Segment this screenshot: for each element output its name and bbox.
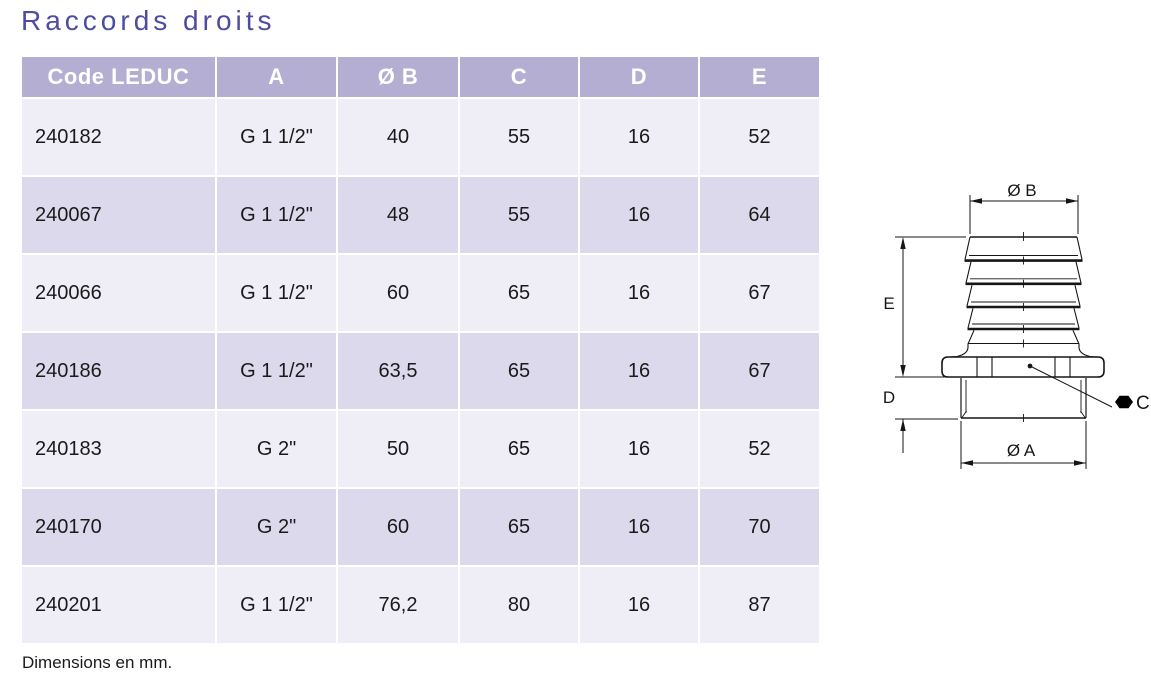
dim-b-annotation: Ø B <box>969 181 1079 234</box>
cell-b: 40 <box>338 99 458 175</box>
cell-a: G 2" <box>217 411 336 487</box>
column-header-b: Ø B <box>338 57 458 97</box>
barb-section <box>948 236 1099 358</box>
column-header-code: Code LEDUC <box>22 57 215 97</box>
cell-b: 48 <box>338 177 458 253</box>
hex-nut <box>941 356 1105 378</box>
cell-e: 64 <box>700 177 819 253</box>
cell-d: 16 <box>580 177 698 253</box>
table-row: 240182 G 1 1/2" 40 55 16 52 <box>22 99 819 175</box>
cell-d: 16 <box>580 99 698 175</box>
dim-a-annotation: Ø A <box>960 421 1087 469</box>
fitting-technical-drawing: Ø B E D <box>883 181 1150 469</box>
cell-code: 240170 <box>22 489 215 565</box>
cell-c: 80 <box>460 567 578 643</box>
cell-b: 76,2 <box>338 567 458 643</box>
cell-a: G 2" <box>217 489 336 565</box>
cell-code: 240182 <box>22 99 215 175</box>
dimensions-table: Code LEDUC A Ø B C D E 240182 G 1 1/2" 4… <box>20 55 821 645</box>
cell-b: 60 <box>338 255 458 331</box>
cell-d: 16 <box>580 411 698 487</box>
cell-a: G 1 1/2" <box>217 177 336 253</box>
cell-d: 16 <box>580 255 698 331</box>
cell-c: 55 <box>460 177 578 253</box>
cell-b: 50 <box>338 411 458 487</box>
dim-e-annotation: E <box>883 236 966 378</box>
cell-e: 70 <box>700 489 819 565</box>
cell-e: 67 <box>700 333 819 409</box>
dim-e-label: E <box>883 294 894 313</box>
cell-e: 52 <box>700 99 819 175</box>
column-header-d: D <box>580 57 698 97</box>
table-row: 240066 G 1 1/2" 60 65 16 67 <box>22 255 819 331</box>
cell-c: 65 <box>460 489 578 565</box>
cell-e: 52 <box>700 411 819 487</box>
dim-d-label: D <box>883 388 895 407</box>
cell-d: 16 <box>580 489 698 565</box>
table-header-row: Code LEDUC A Ø B C D E <box>22 57 819 97</box>
dimensions-note: Dimensions en mm. <box>22 653 173 672</box>
column-header-c: C <box>460 57 578 97</box>
cell-d: 16 <box>580 333 698 409</box>
column-header-a: A <box>217 57 336 97</box>
dim-d-annotation: D <box>883 388 958 453</box>
cell-code: 240066 <box>22 255 215 331</box>
cell-c: 65 <box>460 333 578 409</box>
cell-b: 63,5 <box>338 333 458 409</box>
cell-a: G 1 1/2" <box>217 567 336 643</box>
cell-c: 65 <box>460 411 578 487</box>
hexagon-symbol-icon <box>1115 395 1133 409</box>
cell-code: 240067 <box>22 177 215 253</box>
cell-code: 240186 <box>22 333 215 409</box>
column-header-e: E <box>700 57 819 97</box>
table-row: 240186 G 1 1/2" 63,5 65 16 67 <box>22 333 819 409</box>
cell-c: 65 <box>460 255 578 331</box>
cell-d: 16 <box>580 567 698 643</box>
dim-c-label: C <box>1136 393 1150 414</box>
dim-a-label: Ø A <box>1007 441 1036 460</box>
cell-a: G 1 1/2" <box>217 99 336 175</box>
table-row: 240201 G 1 1/2" 76,2 80 16 87 <box>22 567 819 643</box>
table-row: 240067 G 1 1/2" 48 55 16 64 <box>22 177 819 253</box>
cell-e: 67 <box>700 255 819 331</box>
cell-b: 60 <box>338 489 458 565</box>
dim-b-label: Ø B <box>1007 181 1036 200</box>
cell-code: 240201 <box>22 567 215 643</box>
thread-section <box>960 378 1087 419</box>
cell-code: 240183 <box>22 411 215 487</box>
page-title: Raccords droits <box>21 5 276 36</box>
table-row: 240170 G 2" 60 65 16 70 <box>22 489 819 565</box>
cell-e: 87 <box>700 567 819 643</box>
cell-c: 55 <box>460 99 578 175</box>
cell-a: G 1 1/2" <box>217 255 336 331</box>
c-leader-annotation: C <box>1027 363 1150 414</box>
cell-a: G 1 1/2" <box>217 333 336 409</box>
table-row: 240183 G 2" 50 65 16 52 <box>22 411 819 487</box>
